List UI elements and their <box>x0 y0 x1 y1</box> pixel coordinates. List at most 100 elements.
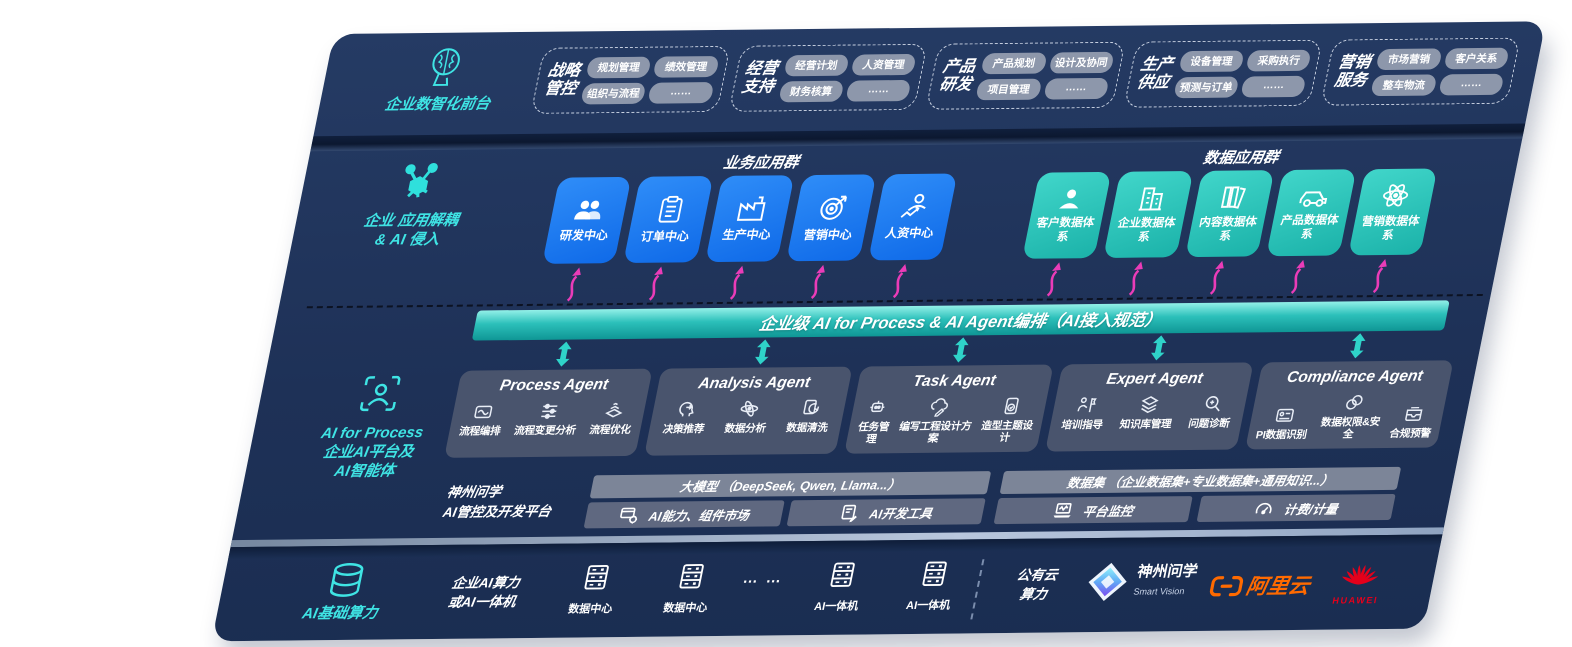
main-board: 企业数智化前台 战略 管控 规划管理 绩效管理 组织与流程 …… 经营 支持 经营计… <box>211 21 1546 642</box>
flow-arrow-icon <box>779 263 859 300</box>
server-label: 数据中心 <box>566 603 614 616</box>
platform-label-line2: AI管控及开发平台 <box>441 503 553 520</box>
flow-arrow-icon <box>860 262 940 299</box>
tile-label: 产品数据体系 <box>1279 214 1340 241</box>
group-title: 战略 <box>546 62 582 80</box>
agent-item: 数据权限&安全 <box>1316 392 1388 441</box>
tile-label: 营销中心 <box>802 227 854 242</box>
team-icon <box>574 200 601 220</box>
user-icon <box>1058 189 1079 209</box>
tile-marketing-data: 营销数据体系 <box>1347 168 1438 256</box>
module-pill: 项目管理 <box>975 78 1043 100</box>
module-pill: 人资管理 <box>850 53 918 76</box>
flow-arrow-icon <box>1259 257 1339 294</box>
server-label: 数据中心 <box>661 602 709 615</box>
agent-title: Compliance Agent <box>1285 367 1425 387</box>
aliyun-logo: 阿里云 <box>1208 570 1313 601</box>
agent-item: 培训指导 <box>1060 395 1108 432</box>
agent-title: Analysis Agent <box>696 374 812 393</box>
server-rack-icon <box>584 565 609 590</box>
tile-production-center: 生产中心 <box>704 175 795 263</box>
apps-label-line1: 企业 应用解耦 <box>362 211 460 230</box>
tile-hr-center: 人资中心 <box>867 173 958 261</box>
agent-item: 决策推荐 <box>662 399 710 436</box>
apps-label-line2: & AI 侵入 <box>373 230 442 249</box>
content-files-icon <box>1220 186 1246 209</box>
infra-label-text: AI基础算力 <box>300 604 380 623</box>
front-layer-label-text: 企业数智化前台 <box>383 95 492 114</box>
flow-arrow-icon <box>1096 259 1176 296</box>
tile-label: 企业数据体系 <box>1116 216 1177 244</box>
group-title: 产品 <box>941 57 977 76</box>
building-icon <box>1138 187 1164 211</box>
diagnosis-icon <box>1205 396 1220 412</box>
billing-bar: 计费/计量 <box>1196 493 1396 522</box>
server-rack-icon <box>830 562 855 587</box>
agents-label-zh1: 企业AI平台及 <box>321 442 416 461</box>
business-group-title: 业务应用群 <box>721 154 801 172</box>
compliance-warning-icon <box>1405 407 1423 422</box>
shenzhou-logo: 神州问学 Smart Vision <box>1084 561 1200 602</box>
module-pill: …… <box>1240 75 1307 98</box>
tile-marketing-center: 营销中心 <box>786 174 877 262</box>
shenzhou-logo-icon <box>1088 562 1127 602</box>
shenzhou-logo-cn: 神州问学 <box>1135 562 1200 581</box>
database-icon <box>329 562 364 597</box>
tile-customer-data: 客户数据体系 <box>1022 171 1112 259</box>
car-icon <box>1299 191 1328 207</box>
capability-market-bar: AI能力、组件市场 <box>583 500 785 529</box>
group-title: 营销 <box>1336 53 1373 72</box>
component-market-icon <box>620 507 638 524</box>
dev-tools-label: AI开发工具 <box>868 506 934 521</box>
module-pill: 市场营销 <box>1375 47 1443 70</box>
module-pill: 客户关系 <box>1443 47 1510 69</box>
flow-arrow-icon <box>1340 257 1420 294</box>
agent-card-task: Task Agent 任务管理 编写工程设计方案 造型主题设计 <box>844 364 1054 454</box>
agent-card-process: Process Agent 流程编排 流程变更分析 流程优化 <box>444 368 653 458</box>
module-pill: 绩效管理 <box>652 55 720 78</box>
server-datacenter-1: 数据中心 <box>546 563 643 617</box>
tile-label: 研发中心 <box>558 227 610 243</box>
public-cloud-label: 公有云 算力 <box>1015 567 1059 602</box>
decision-icon <box>679 401 694 417</box>
front-group-marketing: 营销 服务 市场营销 客户关系 整车物流 …… <box>1320 37 1521 106</box>
model-bar: 大模型 （DeepSeek, Qwen, Llama...） <box>589 471 992 499</box>
hr-person-icon <box>900 194 926 219</box>
module-pill: …… <box>1042 77 1110 100</box>
tile-label: 生产中心 <box>721 227 772 243</box>
front-group-production: 生产 供应 设备管理 采购执行 预测与订单 …… <box>1123 39 1324 108</box>
platform-label: 神州问学 AI管控及开发平台 <box>441 481 599 522</box>
agent-title: Task Agent <box>911 372 998 390</box>
huawei-logo-text: HUAWEI <box>1331 595 1380 606</box>
tile-content-data: 内容数据体系 <box>1184 170 1275 258</box>
agent-item: PI数据识别 <box>1255 405 1313 442</box>
agent-item: 任务管理 <box>850 397 900 446</box>
module-pill: 设计及协同 <box>1048 51 1115 74</box>
capability-market-label: AI能力、组件市场 <box>647 508 751 524</box>
tile-order-center: 订单中心 <box>623 176 714 263</box>
dev-tools-icon <box>841 504 857 522</box>
data-flow-arrows <box>1014 257 1419 297</box>
tile-label: 客户数据体系 <box>1035 216 1096 243</box>
infra-layer-label: AI基础算力 <box>273 561 415 624</box>
front-group-strategy: 战略 管控 规划管理 绩效管理 组织与流程 …… <box>530 45 731 114</box>
module-pill: 组织与流程 <box>580 82 647 104</box>
module-pill: …… <box>845 79 912 102</box>
molecule-icon <box>405 162 438 198</box>
agent-card-compliance: Compliance Agent PI数据识别 数据权限&安全 合规预警 <box>1244 360 1454 450</box>
tile-label: 订单中心 <box>639 229 691 244</box>
task-management-icon <box>870 400 885 413</box>
data-permission-icon <box>1346 395 1363 410</box>
double-arrow-icon <box>661 338 864 365</box>
aliyun-logo-text: 阿里云 <box>1243 574 1312 599</box>
front-groups: 战略 管控 规划管理 绩效管理 组织与流程 …… 经营 支持 经营计划 人资管理 财… <box>530 37 1521 114</box>
agent-title: Expert Agent <box>1105 369 1205 388</box>
agents-layer-label: AI for Process 企业AI平台及 AI智能体 <box>288 373 460 482</box>
infra-layer: AI基础算力 企业AI算力 或AI一体机 数据中心 数据中心 … … AI一体机 … <box>212 546 1441 641</box>
server-rack-icon <box>679 564 704 589</box>
platform-label-line1: 神州问学 <box>445 484 503 500</box>
module-pill: 产品规划 <box>980 52 1048 74</box>
tile-enterprise-data: 企业数据体系 <box>1103 171 1194 258</box>
data-tiles: 客户数据体系 企业数据体系 内容数据体系 产品数据体系 营销数据体系 <box>1022 168 1438 259</box>
